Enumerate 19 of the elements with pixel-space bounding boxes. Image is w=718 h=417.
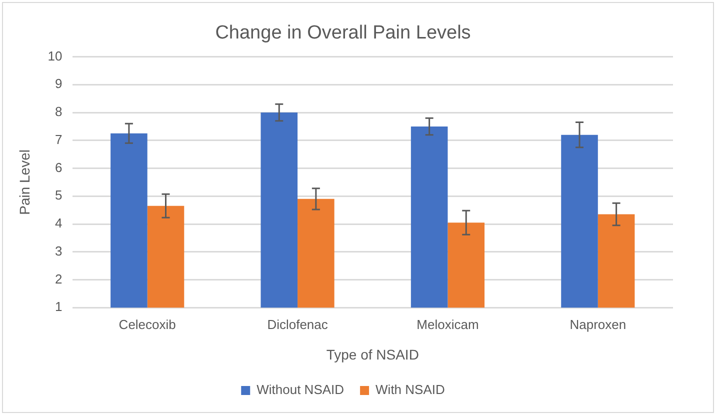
y-tick-label: 1 — [55, 299, 62, 314]
y-tick-label: 7 — [55, 132, 62, 147]
legend-label: With NSAID — [376, 382, 445, 398]
x-axis-title: Type of NSAID — [326, 346, 419, 362]
y-tick-label: 4 — [55, 216, 62, 231]
y-tick-label: 6 — [55, 160, 62, 175]
y-tick-label: 3 — [55, 243, 62, 258]
y-tick-label: 10 — [48, 48, 62, 64]
x-tick-label: Meloxicam — [416, 316, 479, 332]
legend-label: Without NSAID — [256, 382, 344, 398]
chart-title: Change in Overall Pain Levels — [215, 22, 471, 44]
x-tick-label: Celecoxib — [118, 316, 176, 332]
x-tick-label: Diclofenac — [267, 316, 328, 332]
y-axis-title: Pain Level — [16, 150, 32, 215]
y-tick-label: 2 — [55, 271, 62, 286]
y-tick-label: 9 — [55, 76, 62, 92]
x-tick-label: Naproxen — [570, 316, 626, 332]
y-tick-label: 8 — [55, 104, 62, 120]
y-tick-label: 5 — [55, 188, 62, 203]
